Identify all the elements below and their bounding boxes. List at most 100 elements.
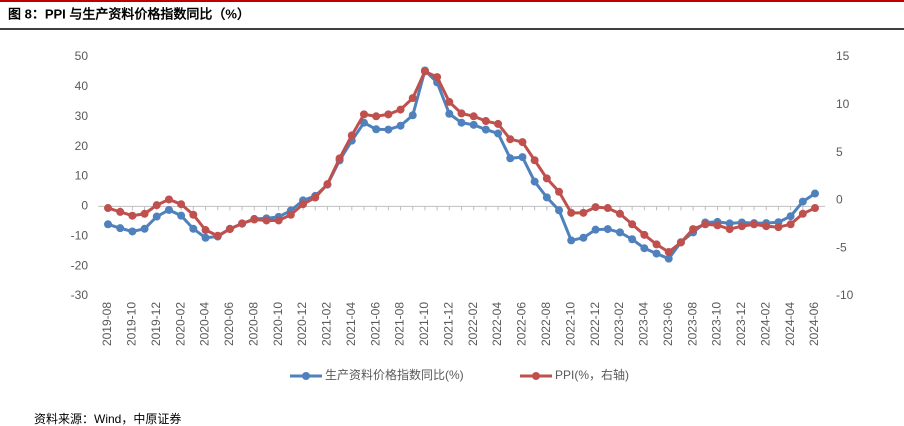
point xyxy=(225,225,234,234)
point xyxy=(372,125,381,134)
point xyxy=(396,121,405,130)
point xyxy=(177,211,186,220)
point xyxy=(189,224,198,233)
point xyxy=(457,118,466,127)
point xyxy=(359,110,368,119)
point xyxy=(408,111,417,120)
point xyxy=(481,117,490,126)
point xyxy=(152,212,161,221)
point xyxy=(140,209,149,218)
point xyxy=(335,154,344,163)
y-tick-label: -20 xyxy=(71,258,89,272)
x-tick-label: 2022-10 xyxy=(563,302,577,346)
point xyxy=(262,216,271,225)
point xyxy=(725,219,734,228)
point xyxy=(579,233,588,242)
x-tick-label: 2023-06 xyxy=(661,302,675,346)
x-tick-label: 2019-10 xyxy=(125,302,139,346)
point xyxy=(628,235,637,244)
point xyxy=(762,222,771,231)
point xyxy=(445,109,454,118)
x-tick-label: 2020-10 xyxy=(271,302,285,346)
x-tick-label: 2024-04 xyxy=(783,302,797,346)
x-tick-label: 2023-10 xyxy=(710,302,724,346)
x-tick-label: 2024-06 xyxy=(807,302,821,346)
point xyxy=(811,189,819,198)
point xyxy=(530,156,539,165)
x-tick-label: 2023-04 xyxy=(637,302,651,346)
point xyxy=(518,153,527,162)
y-tick-label: 50 xyxy=(75,49,89,63)
point xyxy=(640,244,649,253)
legend-label: PPI(%，右轴) xyxy=(555,367,629,382)
point xyxy=(591,203,600,212)
point xyxy=(201,226,210,235)
x-tick-label: 2023-08 xyxy=(685,302,699,346)
point xyxy=(372,112,381,121)
point xyxy=(408,94,417,103)
title: 图 8：PPI 与生产资料价格指数同比（%） xyxy=(8,6,250,21)
point xyxy=(164,205,173,214)
y-tick-label: -30 xyxy=(71,288,89,302)
point xyxy=(689,225,698,234)
point xyxy=(445,97,454,106)
point xyxy=(481,125,490,134)
y-tick-label: 30 xyxy=(75,109,89,123)
point xyxy=(676,238,685,247)
point xyxy=(713,221,722,230)
point xyxy=(518,138,527,147)
point xyxy=(469,112,478,121)
y2-tick-label: 0 xyxy=(836,193,843,207)
point xyxy=(798,197,807,206)
point xyxy=(725,225,734,234)
point xyxy=(213,231,222,240)
legend-marker xyxy=(302,372,310,380)
point xyxy=(750,220,759,229)
point xyxy=(542,193,551,202)
x-tick-label: 2022-06 xyxy=(515,302,529,346)
x-tick-label: 2019-12 xyxy=(149,302,163,346)
point xyxy=(811,204,819,213)
x-tick-label: 2020-02 xyxy=(173,302,187,346)
point xyxy=(201,233,210,242)
point xyxy=(555,206,564,215)
point xyxy=(347,131,356,140)
point xyxy=(469,120,478,129)
x-tick-label: 2020-06 xyxy=(222,302,236,346)
x-tick-label: 2020-04 xyxy=(198,302,212,346)
point xyxy=(128,227,137,236)
x-tick-label: 2019-08 xyxy=(100,302,114,346)
x-tick-label: 2021-02 xyxy=(320,302,334,346)
point xyxy=(238,219,247,228)
point xyxy=(701,220,710,229)
x-tick-label: 2021-04 xyxy=(344,302,358,346)
x-tick-label: 2022-02 xyxy=(466,302,480,346)
y-tick-label: 40 xyxy=(75,79,89,93)
point xyxy=(250,215,259,224)
y-tick-label: 0 xyxy=(81,199,88,213)
y2-tick-label: -10 xyxy=(836,288,854,302)
point xyxy=(457,109,466,118)
point xyxy=(786,220,795,229)
y2-tick-label: 10 xyxy=(836,97,850,111)
point xyxy=(384,110,393,119)
point xyxy=(494,129,503,138)
point xyxy=(774,223,783,232)
point xyxy=(542,174,551,183)
point xyxy=(286,210,295,219)
point xyxy=(164,195,173,204)
point xyxy=(555,187,564,196)
source: 资料来源：Wind，中原证券 xyxy=(34,411,181,426)
point xyxy=(116,224,125,233)
x-tick-label: 2020-12 xyxy=(295,302,309,346)
point xyxy=(104,204,112,213)
point xyxy=(567,236,576,245)
x-tick-label: 2021-10 xyxy=(417,302,431,346)
y2-tick-label: 5 xyxy=(836,145,843,159)
x-tick-label: 2021-12 xyxy=(441,302,455,346)
point xyxy=(299,200,308,209)
x-tick-label: 2024-02 xyxy=(758,302,772,346)
legend-label: 生产资料价格指数同比(%) xyxy=(325,367,464,382)
